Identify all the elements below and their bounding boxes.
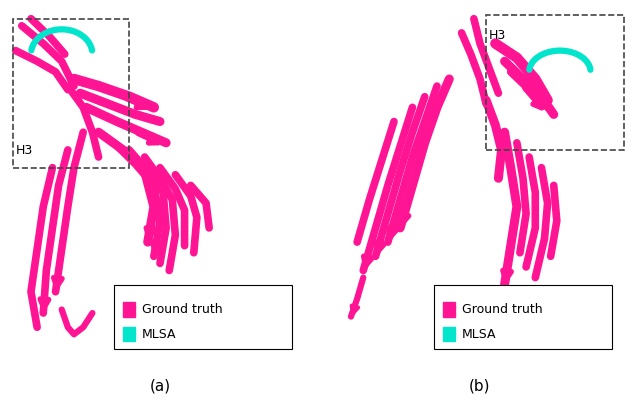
Text: MLSA: MLSA [141, 328, 176, 341]
Bar [434, 285, 612, 349]
Text: Ground truth: Ground truth [141, 303, 222, 316]
Text: (b): (b) [469, 379, 491, 394]
Bar [123, 327, 136, 341]
Bar [123, 302, 136, 317]
Text: (a): (a) [149, 379, 171, 394]
Text: Ground truth: Ground truth [461, 303, 542, 316]
Bar [114, 285, 292, 349]
Bar [13, 19, 129, 168]
Bar [443, 302, 456, 317]
Bar [443, 327, 456, 341]
Text: MLSA: MLSA [461, 328, 496, 341]
Bar [486, 15, 625, 150]
Text: H3: H3 [15, 144, 33, 157]
Text: H3: H3 [489, 29, 506, 42]
